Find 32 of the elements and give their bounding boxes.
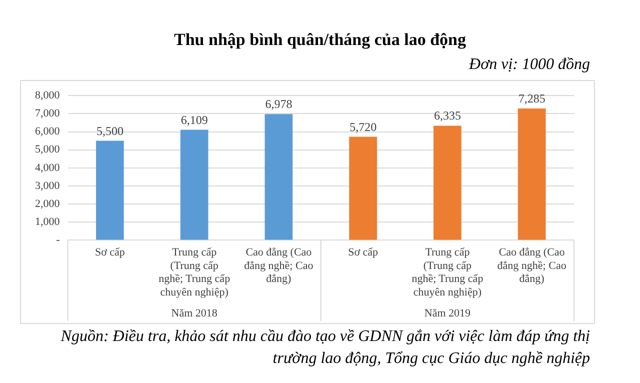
bar <box>518 108 546 240</box>
y-tick-label: 2,000 <box>35 198 60 210</box>
text: Năm 2019 <box>424 307 471 320</box>
x-tick-label: Cao đẳng (Cao đẳng nghề; Cao đẳng) <box>497 246 567 286</box>
data-label: 6,978 <box>265 97 292 112</box>
y-tick-label: 3,000 <box>35 180 60 192</box>
y-tick-label: 4,000 <box>35 162 60 174</box>
x-tick-label: Sơ cấp <box>94 246 126 259</box>
data-label: 5,500 <box>96 124 124 138</box>
x-tick-label: Sơ cấp <box>348 246 379 259</box>
data-label: 7,285 <box>518 92 546 106</box>
y-tick-label: 7,000 <box>35 108 60 120</box>
y-tick-label: 8,000 <box>35 89 60 102</box>
bar <box>264 114 293 240</box>
bar <box>180 130 208 240</box>
text: Nguồn: Điều tra, khảo sát nhu cầu đào tạo về GDNN gắn với việc làm đáp ứng thị trường lao động, Tổng cục Giáo dục nghề nghiệp <box>60 327 590 369</box>
y-tick-label: 1,000 <box>35 216 60 228</box>
text: Năm 2018 <box>171 307 218 320</box>
data-label: 6,335 <box>434 108 461 123</box>
chart-title: Thu nhập bình quân/tháng của lao động <box>173 30 467 50</box>
bar <box>349 136 377 240</box>
y-tick-label: 6,000 <box>35 126 60 138</box>
x-tick-label: Cao đẳng (Cao đẳng nghề; Cao đẳng) <box>244 246 314 286</box>
text: Đơn vị: 1000 đồng <box>469 56 590 74</box>
x-tick-label: Trung cấp (Trung cấp nghề; Trung cấp chuyên nghiệp) <box>158 246 231 298</box>
x-tick-label: Trung cấp (Trung cấp nghề; Trung cấp chuyên nghiệp) <box>412 246 484 298</box>
bar <box>96 140 124 240</box>
y-tick-label: 5,000 <box>35 144 60 156</box>
data-label: 6,109 <box>180 112 208 127</box>
bar <box>434 126 462 240</box>
data-label: 5,720 <box>350 120 377 134</box>
y-tick-label: - <box>56 234 60 246</box>
